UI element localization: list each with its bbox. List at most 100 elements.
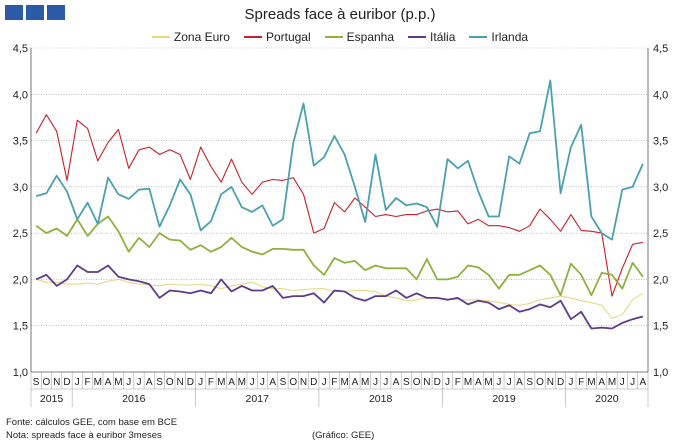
year-label: 2018 — [369, 393, 393, 405]
x-tick-label: M — [484, 377, 492, 388]
x-tick-label: A — [146, 377, 153, 388]
y-tick-label-left: 4,5 — [13, 43, 28, 55]
x-tick-label: N — [300, 377, 307, 388]
x-tick-label: A — [393, 377, 400, 388]
x-tick-label: F — [578, 377, 584, 388]
y-tick-label-left: 1,0 — [13, 367, 28, 379]
x-tick-label: J — [568, 377, 573, 388]
x-tick-label: J — [136, 377, 141, 388]
x-tick-label: M — [361, 377, 369, 388]
x-tick-label: F — [208, 377, 214, 388]
y-tick-label-right: 1,0 — [653, 367, 668, 379]
x-tick-label: S — [156, 377, 163, 388]
x-tick-label: A — [269, 377, 276, 388]
x-tick-label: N — [176, 377, 183, 388]
legend-label: Espanha — [346, 30, 395, 44]
y-tick-label-right: 1,5 — [653, 321, 668, 333]
x-tick-label: F — [455, 377, 461, 388]
x-tick-label: M — [217, 377, 225, 388]
x-tick-label: A — [352, 377, 359, 388]
x-tick-label: D — [310, 377, 317, 388]
legend-label: Portugal — [265, 30, 311, 44]
year-label: 2016 — [122, 393, 146, 405]
x-tick-label: J — [620, 377, 625, 388]
x-tick-label: J — [75, 377, 80, 388]
series-line-it-lia — [35, 264, 644, 330]
x-tick-label: J — [630, 377, 635, 388]
x-tick-label: J — [322, 377, 327, 388]
x-tick-label: J — [260, 377, 265, 388]
x-tick-label: J — [383, 377, 388, 388]
x-tick-label: S — [33, 377, 40, 388]
x-tick-label: N — [53, 377, 60, 388]
year-label: 2015 — [40, 393, 64, 405]
x-tick-label: N — [547, 377, 554, 388]
legend-label: Zona Euro — [173, 30, 230, 44]
x-tick-label: S — [403, 377, 410, 388]
x-tick-label: O — [43, 377, 51, 388]
x-tick-label: D — [63, 377, 70, 388]
legend-swatch — [469, 36, 488, 38]
x-tick-label: F — [331, 377, 337, 388]
y-tick-label-left: 3,0 — [13, 182, 28, 194]
y-tick-label-right: 3,5 — [653, 136, 668, 148]
x-tick-label: M — [114, 377, 122, 388]
legend-swatch — [151, 36, 170, 38]
x-tick-label: M — [464, 377, 472, 388]
x-tick-label: J — [126, 377, 131, 388]
y-tick-label-left: 3,5 — [13, 136, 28, 148]
x-tick-label: O — [413, 377, 421, 388]
y-tick-label-left: 2,0 — [13, 274, 28, 286]
x-tick-label: D — [434, 377, 441, 388]
legend-entry: Zona Euro — [151, 30, 230, 44]
logo-square — [47, 5, 65, 20]
x-tick-label: A — [475, 377, 482, 388]
chart-legend: Zona Euro Portugal Espanha Itália Irlanda — [0, 30, 680, 44]
logo-square — [26, 5, 44, 20]
footer-source: Fonte: cálculos GEE, com base em BCE — [6, 417, 178, 428]
x-tick-label: J — [496, 377, 501, 388]
x-tick-label: S — [280, 377, 287, 388]
x-tick-label: J — [250, 377, 255, 388]
x-tick-label: O — [289, 377, 297, 388]
x-tick-label: M — [238, 377, 246, 388]
year-label: 2020 — [595, 393, 619, 405]
x-tick-label: J — [373, 377, 378, 388]
legend-entry: Irlanda — [469, 30, 528, 44]
y-tick-label-right: 4,0 — [653, 89, 668, 101]
x-tick-label: M — [608, 377, 616, 388]
x-tick-label: O — [166, 377, 174, 388]
y-tick-label-right: 2,5 — [653, 228, 668, 240]
x-tick-label: J — [445, 377, 450, 388]
x-tick-label: O — [536, 377, 544, 388]
x-tick-label: S — [526, 377, 533, 388]
x-tick-label: A — [640, 377, 647, 388]
logo-square — [5, 5, 23, 20]
y-tick-label-left: 2,5 — [13, 228, 28, 240]
x-tick-label: M — [340, 377, 348, 388]
y-tick-label-left: 1,5 — [13, 321, 28, 333]
y-tick-label-right: 2,0 — [653, 274, 668, 286]
series-line-irlanda — [35, 79, 644, 241]
y-tick-label-left: 4,0 — [13, 89, 28, 101]
x-tick-label: A — [598, 377, 605, 388]
legend-label: Irlanda — [491, 30, 529, 44]
y-tick-label-right: 3,0 — [653, 182, 668, 194]
y-tick-label-right: 4,5 — [653, 43, 668, 55]
x-tick-label: A — [228, 377, 235, 388]
legend-swatch — [324, 36, 343, 38]
legend-swatch — [243, 36, 262, 38]
series-line-espanha — [35, 215, 644, 297]
legend-label: Itália — [430, 30, 456, 44]
chart-title: Spreads face à euribor (p.p.) — [244, 6, 436, 23]
legend-entry: Itália — [408, 30, 455, 44]
x-tick-label: D — [187, 377, 194, 388]
x-tick-label: M — [587, 377, 595, 388]
x-tick-label: A — [105, 377, 112, 388]
series-line-zona-euro — [35, 278, 644, 319]
footer-credit: (Gráfico: GEE) — [312, 430, 375, 441]
legend-swatch — [408, 36, 427, 38]
footer-note: Nota: spreads face à euribor 3meses — [6, 430, 162, 441]
x-tick-label: F — [85, 377, 91, 388]
x-tick-label: D — [557, 377, 564, 388]
